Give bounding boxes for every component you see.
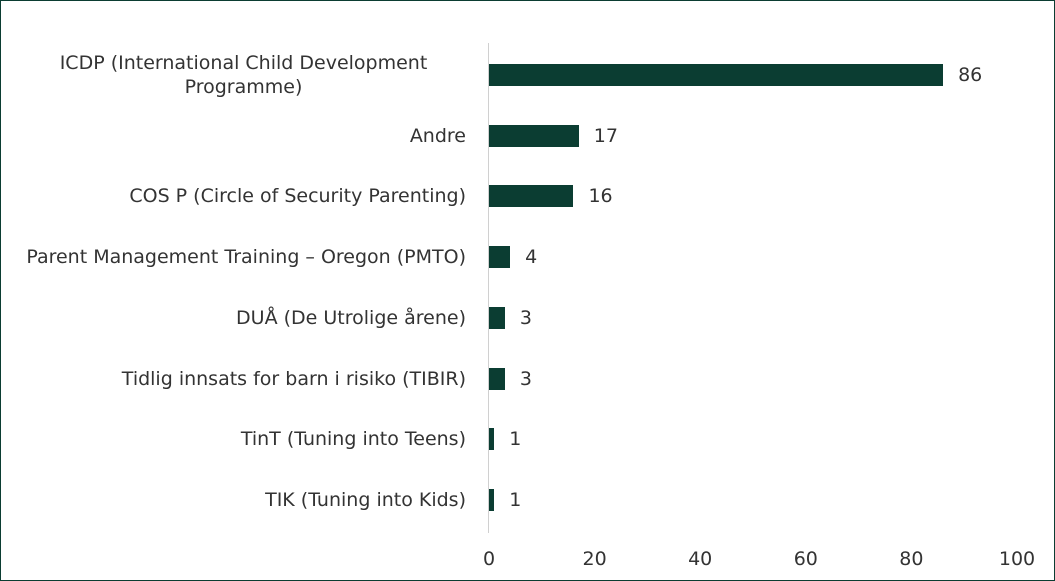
- bar: [489, 64, 944, 86]
- x-tick-label: 60: [793, 548, 818, 570]
- data-label: 3: [519, 367, 532, 390]
- category-label-box: TinT (Tuning into Teens): [1, 409, 466, 469]
- bar: [489, 185, 574, 208]
- x-tick-label: 100: [998, 548, 1036, 570]
- y-tick-label: TinT (Tuning into Teens): [240, 428, 466, 451]
- category-label-box: Andre: [1, 106, 466, 166]
- data-label: 4: [525, 246, 538, 269]
- data-label: 16: [588, 185, 613, 208]
- category-label-box: ICDP (International Child Development Pr…: [1, 45, 466, 105]
- y-tick-label: Parent Management Training – Oregon (PMT…: [26, 246, 466, 269]
- bar: [489, 367, 505, 390]
- category-label-box: Parent Management Training – Oregon (PMT…: [1, 227, 466, 287]
- data-label: 86: [958, 64, 983, 86]
- bar: [489, 246, 511, 269]
- x-tick-label: 40: [688, 548, 713, 570]
- category-label-box: COS P (Circle of Security Parenting): [1, 166, 466, 226]
- category-label-box: TIK (Tuning into Kids): [1, 470, 466, 530]
- y-tick-label: ICDP (International Child Development Pr…: [59, 52, 428, 98]
- y-tick-label: DUÅ (De Utrolige årene): [236, 306, 466, 329]
- data-label: 3: [519, 306, 532, 329]
- category-label-box: Tidlig innsats for barn i risiko (TIBIR): [1, 349, 466, 409]
- x-tick-label: 80: [899, 548, 924, 570]
- y-tick-label: COS P (Circle of Security Parenting): [129, 185, 466, 208]
- y-tick-label: Tidlig innsats for barn i risiko (TIBIR): [121, 367, 466, 390]
- value-axis-line: [488, 43, 489, 533]
- y-tick-label: TIK (Tuning into Kids): [265, 488, 466, 511]
- bar: [489, 306, 505, 329]
- bar: [489, 428, 495, 451]
- data-label: 1: [509, 428, 522, 451]
- bar: [489, 488, 495, 511]
- x-tick-label: 20: [582, 548, 607, 570]
- category-label-box: DUÅ (De Utrolige årene): [1, 288, 466, 348]
- bar: [489, 124, 579, 147]
- data-label: 17: [593, 124, 618, 147]
- x-tick-label: 0: [482, 548, 496, 570]
- y-tick-label: Andre: [409, 124, 466, 147]
- data-label: 1: [509, 488, 522, 511]
